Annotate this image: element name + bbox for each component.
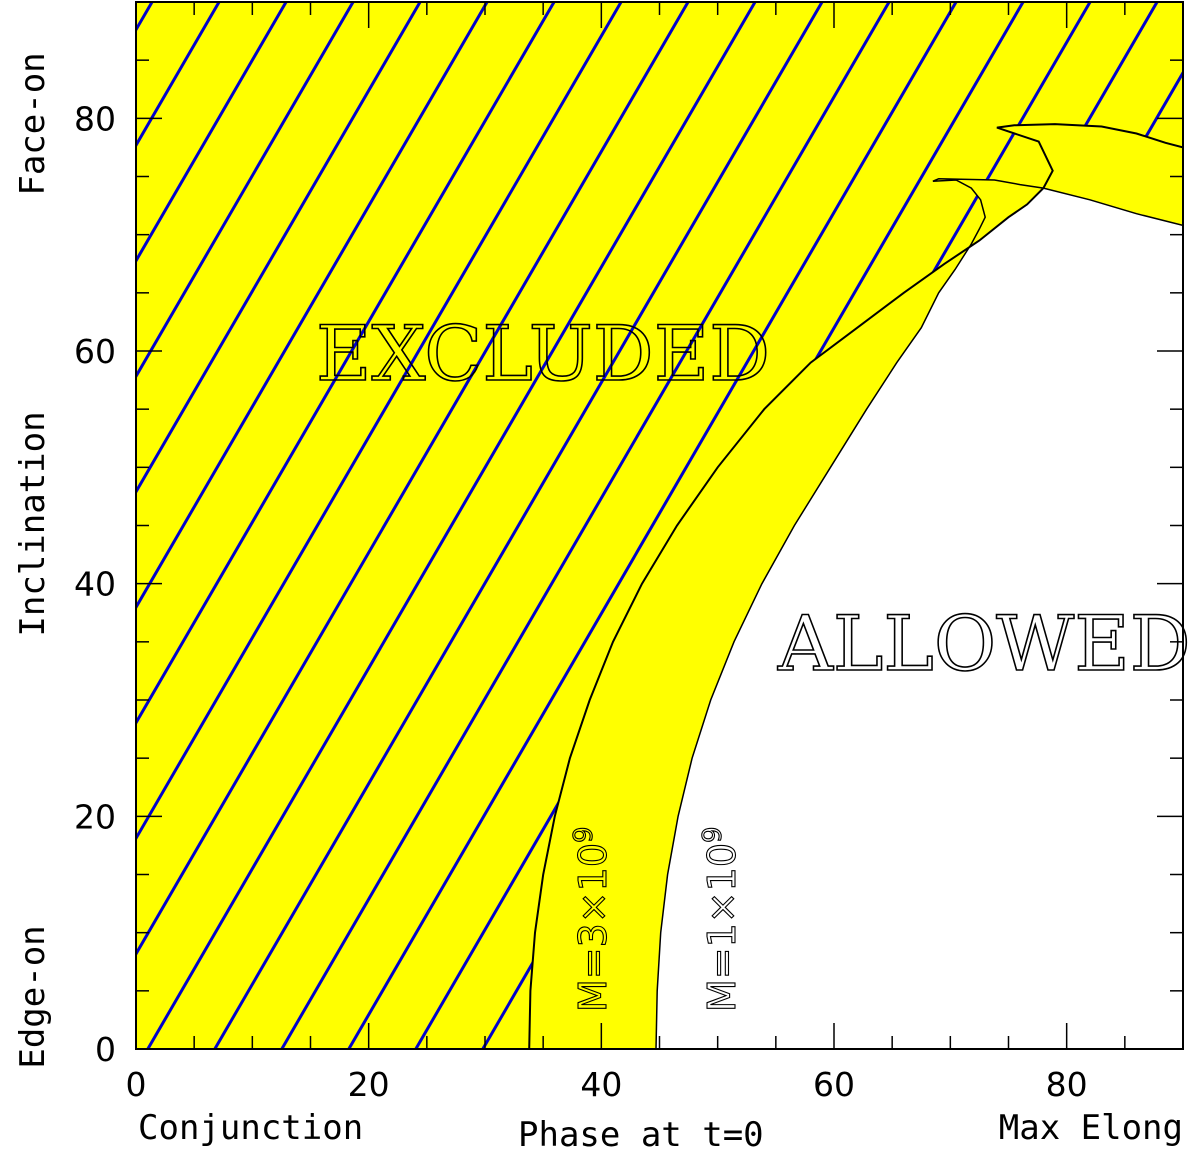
mass-band-region (529, 124, 1183, 1049)
hatch-line (274, 2, 974, 1049)
x-label-max-elong: Max Elong (999, 1108, 1183, 1148)
hatch-line (341, 2, 1041, 1049)
hatch-line (136, 2, 304, 1049)
hatch-line (207, 2, 907, 1049)
x-tick-label: 80 (1046, 1065, 1088, 1104)
x-ticks: 0 20 40 60 80 (126, 2, 1184, 1104)
hatch-line (136, 2, 706, 1049)
hatch-line (136, 2, 438, 1049)
y-ticks: 0 20 40 60 80 (74, 1, 1183, 1069)
allowed-label: ALLOWED (777, 599, 1191, 688)
x-tick-label: 20 (348, 1065, 390, 1104)
x-label-conjunction: Conjunction (138, 1108, 363, 1148)
y-tick-label: 40 (74, 565, 116, 604)
curve-m3e9 (528, 123, 1183, 1049)
curve-m3e9-label: M=3×109 (569, 826, 615, 1012)
hatch-line (136, 2, 371, 1049)
curve-m1e9 (655, 178, 1183, 1049)
hatch-line (140, 2, 840, 1049)
hatch-line (136, 2, 773, 1049)
excluded-label: EXCLUDED (316, 309, 770, 398)
y-axis-title: Inclination (13, 411, 53, 636)
x-tick-label: 60 (813, 1065, 855, 1104)
y-tick-label: 60 (74, 332, 116, 371)
y-tick-label: 80 (74, 99, 116, 138)
hatch-line (136, 2, 639, 1049)
excluded-region (136, 2, 1183, 1049)
y-label-edge-on: Edge-on (13, 925, 53, 1068)
x-tick-label: 40 (580, 1065, 622, 1104)
y-tick-label: 0 (95, 1030, 116, 1069)
hatch-line (136, 2, 572, 1049)
x-tick-label: 0 (126, 1065, 147, 1104)
y-tick-label: 20 (74, 797, 116, 836)
hatch-line (136, 2, 505, 1049)
x-axis-title: Phase at t=0 (518, 1115, 764, 1155)
y-label-face-on: Face-on (13, 52, 53, 195)
curve-m1e9-label: M=1×109 (698, 826, 744, 1012)
